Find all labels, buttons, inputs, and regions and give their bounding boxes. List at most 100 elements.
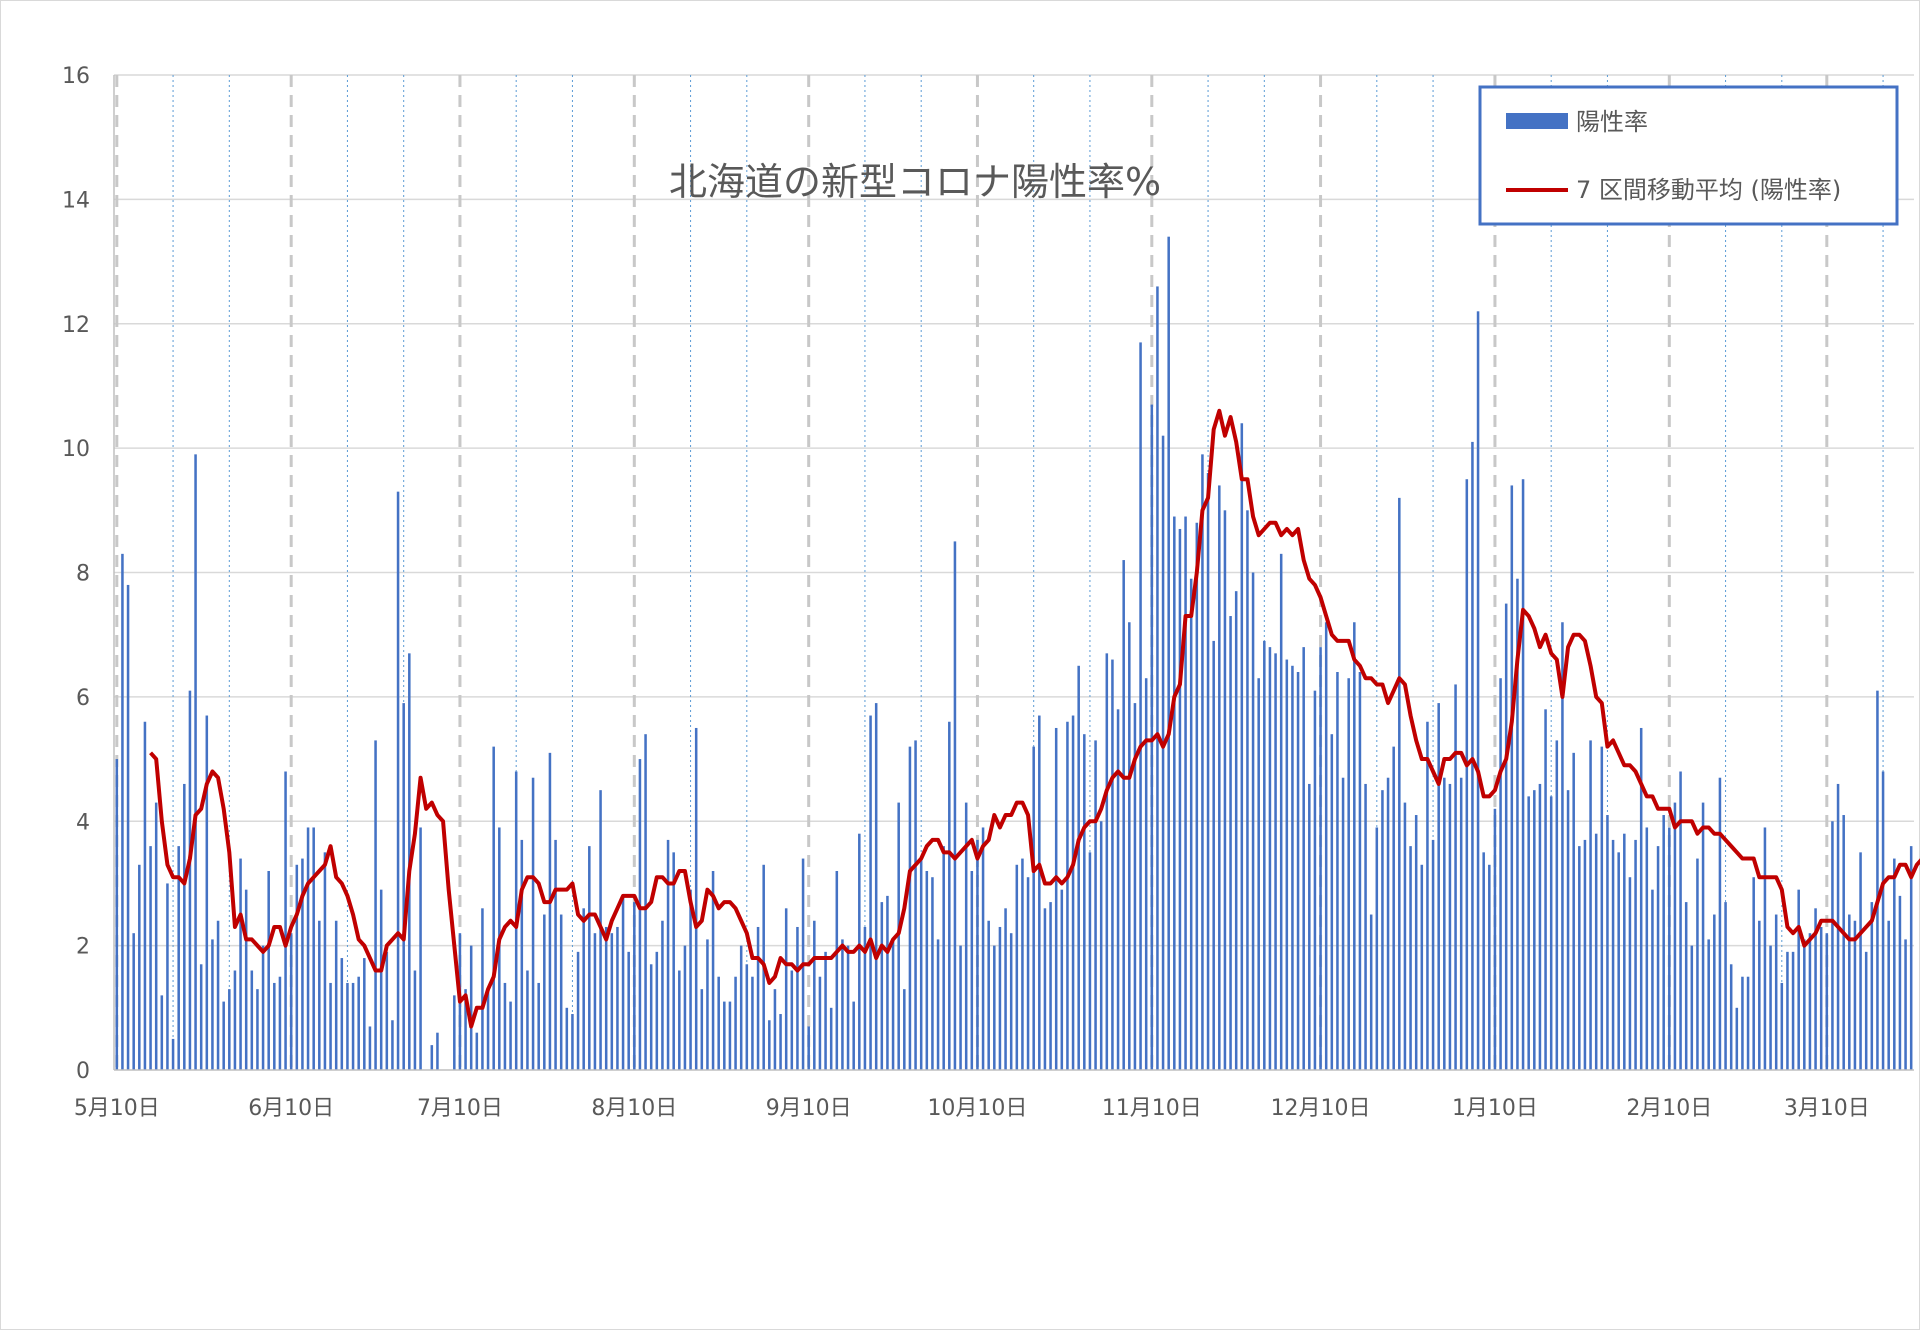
positivity-bar [469,945,473,1070]
positivity-bar [289,933,293,1070]
positivity-bar [1105,653,1109,1070]
positivity-bar [981,827,985,1070]
positivity-bar [261,945,265,1070]
positivity-bar [211,939,214,1070]
positivity-bar [1864,951,1868,1070]
positivity-bar [312,827,315,1070]
moving-average-polyline [149,408,1920,1029]
positivity-bar [1887,920,1890,1070]
positivity-bar [1628,877,1632,1070]
positivity-bar [149,846,152,1070]
positivity-bar [1116,709,1120,1070]
positivity-bar [1876,690,1879,1070]
positivity-bar [340,958,344,1070]
positivity-bar [1673,802,1677,1070]
positivity-bar [689,889,692,1070]
positivity-bar [1189,578,1193,1070]
positivity-bar [942,846,945,1070]
positivity-bar [610,933,614,1070]
positivity-bar [1302,647,1305,1070]
y-tick-label: 10 [62,437,90,462]
positivity-bar [1246,510,1249,1070]
positivity-bar [548,752,552,1070]
positivity-bar [267,871,270,1070]
positivity-bar [858,833,861,1070]
positivity-bar [1769,945,1772,1070]
positivity-bar [492,746,495,1070]
positivity-bar [1898,895,1902,1070]
positivity-bar [1690,945,1694,1070]
positivity-bar [1544,709,1547,1070]
positivity-bar [554,839,557,1070]
positivity-bar [621,895,625,1070]
y-tick-label: 0 [76,1059,90,1084]
positivity-bar [1386,777,1390,1070]
positivity-bar [526,970,529,1070]
positivity-bar [1426,721,1429,1070]
positivity-bar [183,783,186,1070]
positivity-bar [1414,815,1418,1070]
positivity-bar [1212,640,1215,1070]
positivity-bar [430,1045,434,1070]
positivity-bar [239,858,242,1070]
y-tick-label: 4 [76,810,90,835]
positivity-bar [396,491,400,1070]
y-tick-label: 8 [76,562,90,587]
positivity-bar [374,740,377,1070]
positivity-bar [228,989,231,1070]
y-tick-label: 6 [76,686,90,711]
positivity-bar [1094,740,1097,1070]
positivity-bar [1167,236,1170,1070]
positivity-bar [1594,833,1598,1070]
positivity-bar [385,951,389,1070]
legend-label-bars: 陽性率 [1576,108,1648,136]
positivity-bar [115,759,119,1070]
positivity-bar [1797,889,1800,1070]
positivity-bar [1842,815,1845,1070]
positivity-bar [734,976,737,1070]
positivity-bar [818,976,822,1070]
positivity-bar [284,771,287,1070]
positivity-bar [796,926,799,1070]
positivity-bar [1026,877,1030,1070]
positivity-bar [1758,920,1761,1070]
positivity-bars [115,236,1913,1070]
positivity-bar [784,908,788,1070]
positivity-bar [1679,771,1682,1070]
positivity-bar [1358,672,1362,1070]
positivity-bar [880,902,884,1070]
positivity-bar [503,982,507,1070]
positivity-bar [1178,528,1182,1070]
positivity-bar [520,839,524,1070]
positivity-bar [222,1001,225,1070]
positivity-bar [1701,802,1705,1070]
positivity-bar [976,839,979,1070]
positivity-bar [1662,815,1665,1070]
positivity-bar [633,902,636,1070]
positivity-bar [1240,423,1244,1070]
positivity-bar [357,976,360,1070]
positivity-bar [1139,342,1142,1070]
positivity-bar [194,454,197,1070]
x-tick-label: 2月10日 [1626,1096,1712,1121]
positivity-bar [1713,914,1716,1070]
positivity-bar [1763,827,1767,1070]
positivity-bar [1150,404,1154,1070]
positivity-bar [1330,734,1334,1070]
positivity-bar [1347,678,1350,1070]
x-tick-label: 9月10日 [766,1096,852,1121]
positivity-bar [1746,976,1750,1070]
positivity-bar [1122,560,1125,1070]
positivity-bar [959,945,962,1070]
positivity-bar [824,951,827,1070]
positivity-bar [1859,852,1862,1070]
positivity-bar [1825,933,1829,1070]
positivity-bar [678,970,681,1070]
positivity-bar [346,982,349,1070]
positivity-bar [948,721,951,1070]
positivity-bar [1870,902,1874,1070]
positivity-bar [199,964,203,1070]
positivity-bar [160,995,164,1070]
positivity-bar [1195,522,1199,1070]
positivity-bar [379,889,383,1070]
